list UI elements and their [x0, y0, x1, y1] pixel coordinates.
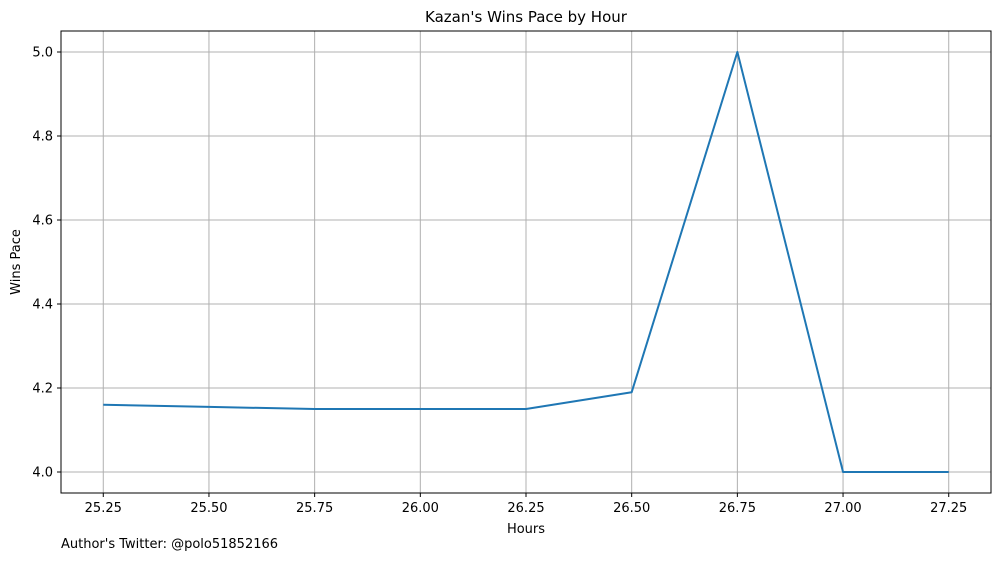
x-tick-label: 26.75	[719, 501, 756, 516]
y-axis-title: Wins Pace	[9, 229, 24, 295]
x-tick-label: 26.00	[402, 501, 439, 516]
y-tick-label: 4.4	[32, 298, 53, 313]
series-line	[103, 51, 949, 473]
y-tick-label: 4.6	[32, 214, 53, 229]
y-axis: 4.0 4.2 4.4 4.6 4.8 5.0	[32, 46, 61, 481]
x-axis-title: Hours	[507, 522, 545, 537]
x-tick-label: 25.25	[85, 501, 122, 516]
author-footnote: Author's Twitter: @polo51852166	[61, 537, 279, 552]
x-tick-label: 26.50	[613, 501, 650, 516]
y-tick-label: 4.2	[32, 382, 53, 397]
chart-title: Kazan's Wins Pace by Hour	[425, 8, 628, 26]
x-tick-label: 27.25	[930, 501, 967, 516]
x-tick-label: 25.50	[190, 501, 227, 516]
x-tick-label: 27.00	[824, 501, 861, 516]
x-tick-label: 25.75	[296, 501, 333, 516]
series-group	[103, 51, 949, 473]
x-tick-label: 26.25	[507, 501, 544, 516]
y-tick-label: 4.8	[32, 130, 53, 145]
y-tick-label: 5.0	[32, 46, 53, 61]
grid-lines	[61, 31, 991, 493]
x-axis: 25.25 25.50 25.75 26.00 26.25 26.50 26.75 27.00…	[85, 493, 967, 516]
y-tick-label: 4.0	[32, 466, 53, 481]
